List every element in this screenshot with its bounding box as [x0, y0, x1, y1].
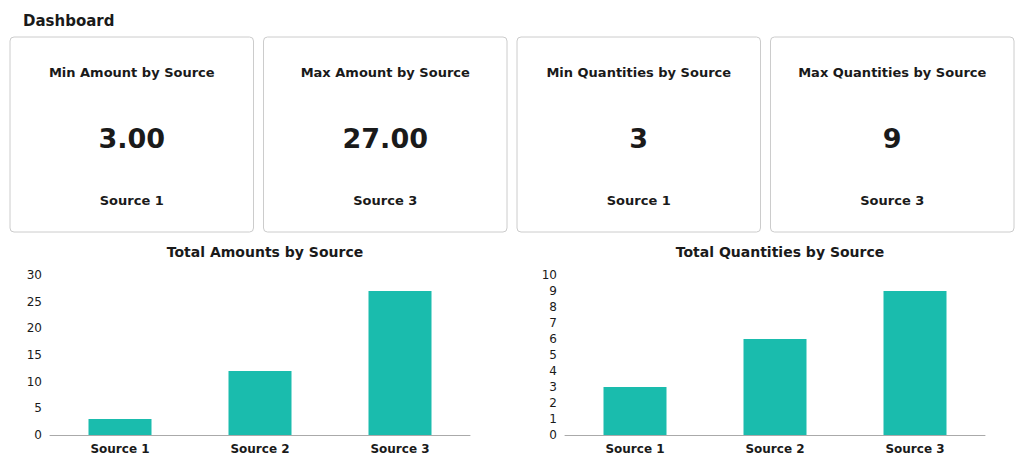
- svg-text:5: 5: [549, 348, 557, 362]
- svg-text:Source 1: Source 1: [100, 193, 164, 208]
- svg-text:Total Quantities by Source: Total Quantities by Source: [676, 244, 884, 260]
- svg-text:3.00: 3.00: [98, 123, 165, 154]
- svg-text:6: 6: [549, 332, 557, 346]
- svg-text:10: 10: [27, 375, 42, 389]
- svg-text:Source 3: Source 3: [885, 442, 944, 456]
- svg-text:9: 9: [549, 284, 557, 298]
- svg-text:Min Quantities by Source: Min Quantities by Source: [546, 65, 731, 80]
- svg-text:Source 1: Source 1: [605, 442, 664, 456]
- svg-text:20: 20: [27, 321, 42, 335]
- svg-text:Dashboard: Dashboard: [23, 12, 114, 30]
- svg-text:7: 7: [549, 316, 557, 330]
- svg-text:Total Amounts by Source: Total Amounts by Source: [167, 244, 363, 260]
- svg-text:4: 4: [549, 364, 557, 378]
- svg-text:5: 5: [34, 401, 42, 415]
- svg-text:Source 1: Source 1: [90, 442, 149, 456]
- svg-text:25: 25: [27, 295, 42, 309]
- svg-text:3: 3: [549, 380, 557, 394]
- svg-text:Source 1: Source 1: [607, 193, 671, 208]
- svg-text:2: 2: [549, 396, 557, 410]
- svg-text:Max Quantities by Source: Max Quantities by Source: [798, 65, 986, 80]
- svg-text:Source 2: Source 2: [230, 442, 289, 456]
- svg-text:0: 0: [34, 428, 42, 442]
- svg-text:3: 3: [629, 123, 648, 154]
- svg-text:Min Amount by Source: Min Amount by Source: [49, 65, 215, 80]
- svg-text:Source 3: Source 3: [370, 442, 429, 456]
- svg-text:Source 3: Source 3: [860, 193, 924, 208]
- svg-text:1: 1: [549, 412, 557, 426]
- svg-text:Max Amount by Source: Max Amount by Source: [301, 65, 470, 80]
- svg-text:30: 30: [27, 268, 42, 282]
- svg-text:15: 15: [27, 348, 42, 362]
- svg-text:0: 0: [549, 428, 557, 442]
- svg-text:9: 9: [883, 123, 902, 154]
- svg-text:8: 8: [549, 300, 557, 314]
- svg-text:10: 10: [542, 268, 557, 282]
- svg-text:27.00: 27.00: [343, 123, 428, 154]
- svg-text:Source 2: Source 2: [745, 442, 804, 456]
- svg-text:Source 3: Source 3: [353, 193, 417, 208]
